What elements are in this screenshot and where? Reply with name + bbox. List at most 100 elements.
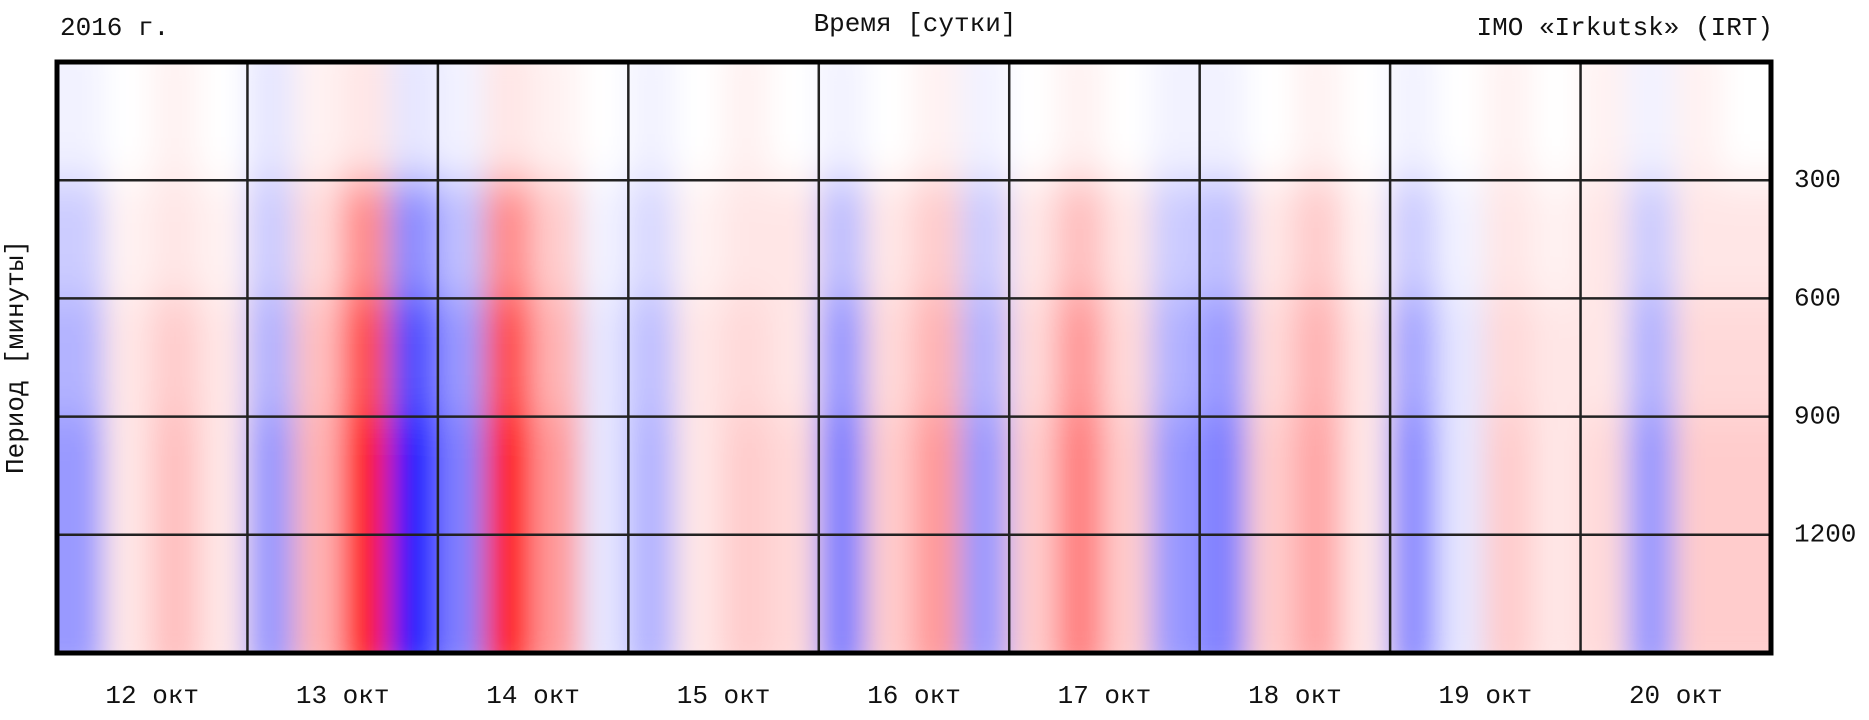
heat-cell bbox=[1484, 62, 1534, 182]
heat-cell bbox=[913, 298, 963, 418]
heat-cell bbox=[341, 298, 392, 418]
heat-cell bbox=[674, 62, 725, 182]
heat-cell bbox=[579, 180, 630, 300]
heat-cell bbox=[198, 416, 249, 536]
heat-cell bbox=[674, 416, 725, 536]
grid bbox=[57, 62, 1771, 653]
heat-cell bbox=[1246, 416, 1296, 536]
heat-cell bbox=[484, 534, 535, 653]
heat-cell bbox=[436, 416, 487, 536]
heat-cell bbox=[103, 180, 154, 300]
heat-cell bbox=[913, 62, 963, 182]
heat-cell bbox=[913, 180, 963, 300]
heat-cell bbox=[1198, 62, 1249, 182]
heat-cell bbox=[57, 416, 106, 536]
heat-cell bbox=[770, 416, 820, 536]
heat-cell bbox=[151, 62, 201, 182]
heat-cell bbox=[57, 534, 106, 653]
heat-cell bbox=[1341, 180, 1392, 300]
heat-cell bbox=[151, 534, 201, 653]
x-tick-label: 13 окт bbox=[296, 681, 390, 711]
chart-title: Время [сутки] bbox=[814, 9, 1017, 39]
heat-cell bbox=[294, 180, 344, 300]
heat-cell bbox=[198, 180, 249, 300]
heat-cell bbox=[1436, 180, 1487, 300]
heat-cell bbox=[294, 298, 344, 418]
heat-cell bbox=[198, 534, 249, 653]
heat-cell bbox=[436, 534, 487, 653]
heat-cell bbox=[1674, 180, 1725, 300]
year-label: 2016 г. bbox=[60, 13, 169, 43]
heat-cell bbox=[103, 534, 154, 653]
heat-cell bbox=[1579, 416, 1630, 536]
heat-cell bbox=[246, 298, 297, 418]
heat-cell bbox=[1008, 416, 1058, 536]
heat-cell bbox=[341, 416, 392, 536]
heat-cell bbox=[1293, 534, 1344, 653]
heat-cell bbox=[1722, 298, 1771, 418]
heat-cell bbox=[1103, 534, 1154, 653]
heat-cell bbox=[1579, 180, 1630, 300]
heat-cell bbox=[151, 298, 201, 418]
x-tick-label: 14 окт bbox=[486, 681, 580, 711]
heat-cell bbox=[341, 62, 392, 182]
station-label: IMO «Irkutsk» (IRT) bbox=[1477, 13, 1773, 43]
heat-cell bbox=[817, 534, 868, 653]
heat-cell bbox=[817, 298, 868, 418]
heat-cell bbox=[1627, 416, 1677, 536]
heat-cell bbox=[1484, 416, 1534, 536]
heat-cell bbox=[1484, 534, 1534, 653]
heat-cell bbox=[1484, 180, 1534, 300]
heat-cell bbox=[532, 534, 582, 653]
heat-cell bbox=[532, 298, 582, 418]
heat-cell bbox=[198, 62, 249, 182]
heat-cell bbox=[294, 534, 344, 653]
heat-cell bbox=[1008, 62, 1058, 182]
heat-cell bbox=[1627, 180, 1677, 300]
y-tick-label: 600 bbox=[1794, 283, 1841, 313]
heat-cell bbox=[1246, 62, 1296, 182]
heat-cell bbox=[579, 62, 630, 182]
x-tick-label: 15 окт bbox=[677, 681, 771, 711]
y-tick-label: 900 bbox=[1794, 401, 1841, 431]
heat-cell bbox=[1103, 298, 1154, 418]
heat-cell bbox=[1436, 62, 1487, 182]
x-tick-label: 17 окт bbox=[1058, 681, 1152, 711]
heat-cell bbox=[1246, 298, 1296, 418]
heat-cell bbox=[1008, 298, 1058, 418]
heatmap-cells bbox=[57, 62, 1771, 653]
heat-cell bbox=[341, 534, 392, 653]
heat-cell bbox=[770, 62, 820, 182]
heat-cell bbox=[817, 62, 868, 182]
heat-cell bbox=[960, 298, 1011, 418]
heat-cell bbox=[484, 298, 535, 418]
heat-cell bbox=[436, 62, 487, 182]
heat-cell bbox=[341, 180, 392, 300]
heat-cell bbox=[1531, 416, 1582, 536]
heat-cell bbox=[1151, 298, 1201, 418]
heat-cell bbox=[436, 298, 487, 418]
heat-cell bbox=[1484, 298, 1534, 418]
heat-cell bbox=[1341, 62, 1392, 182]
heat-cell bbox=[1531, 298, 1582, 418]
x-tick-label: 18 окт bbox=[1248, 681, 1342, 711]
heat-cell bbox=[1722, 534, 1771, 653]
plot-border bbox=[54, 59, 1774, 656]
heat-cell bbox=[1151, 416, 1201, 536]
heat-cell bbox=[817, 416, 868, 536]
heat-cell bbox=[865, 298, 915, 418]
heat-cell bbox=[1389, 416, 1439, 536]
heat-cell bbox=[770, 180, 820, 300]
heat-cell bbox=[865, 416, 915, 536]
heat-cell bbox=[1389, 534, 1439, 653]
heat-cell bbox=[1627, 534, 1677, 653]
heat-cell bbox=[817, 180, 868, 300]
heat-cell bbox=[1579, 62, 1630, 182]
heat-cell bbox=[1293, 180, 1344, 300]
heat-cell bbox=[913, 534, 963, 653]
heat-cell bbox=[1055, 298, 1106, 418]
heat-cell bbox=[389, 180, 439, 300]
y-tick-label: 300 bbox=[1794, 165, 1841, 195]
heat-cell bbox=[1389, 62, 1439, 182]
heat-cell bbox=[1531, 534, 1582, 653]
